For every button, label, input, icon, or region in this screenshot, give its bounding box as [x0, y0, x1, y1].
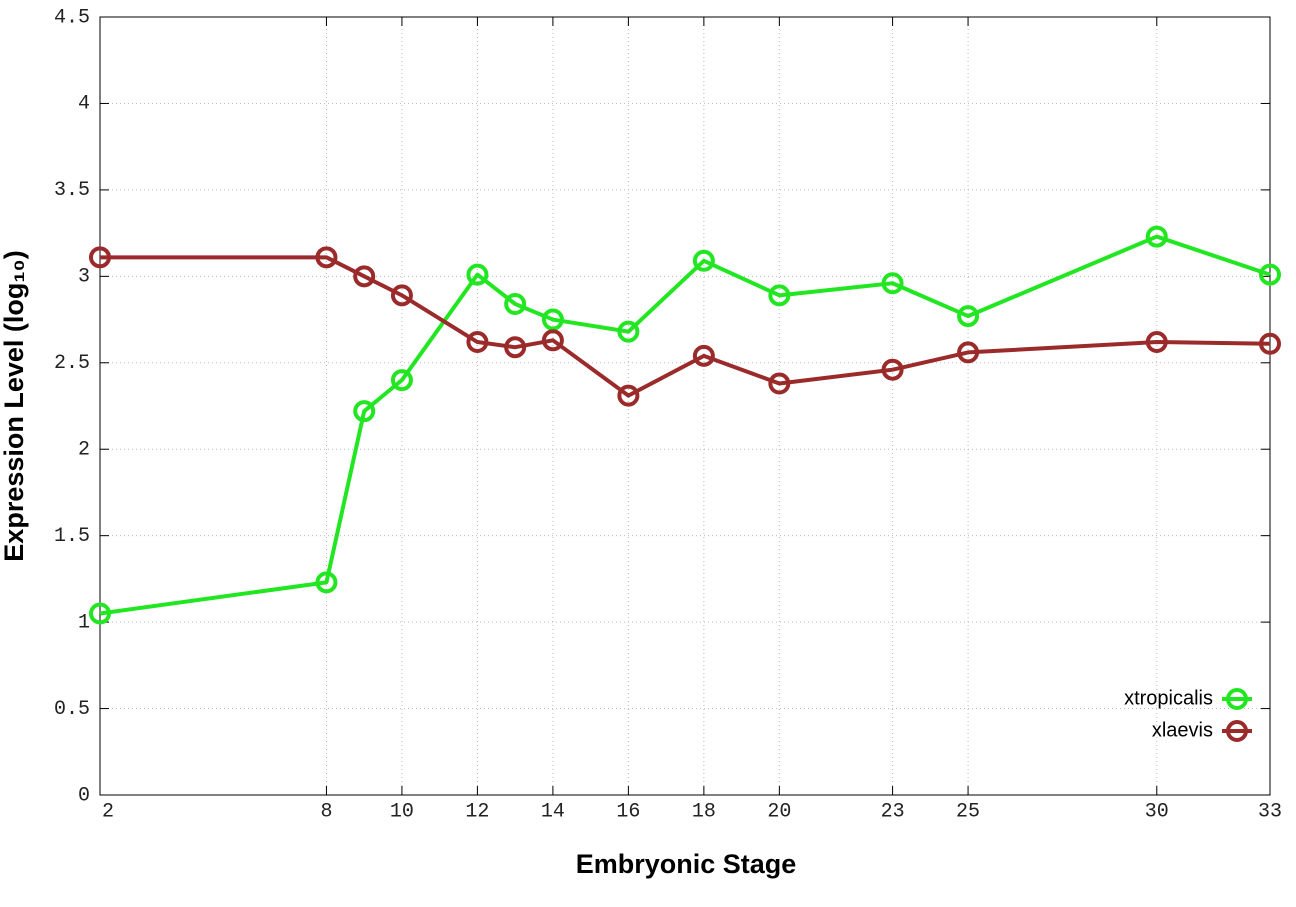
data-point — [1259, 263, 1281, 286]
data-point — [617, 384, 640, 407]
x-tick-label: 12 — [465, 800, 489, 823]
data-point — [315, 571, 338, 594]
x-tick-label: 16 — [616, 800, 640, 823]
data-point — [466, 263, 489, 286]
y-tick-label: 4 — [78, 93, 90, 116]
data-point — [881, 272, 904, 295]
data-point — [315, 246, 338, 269]
y-tick-label: 1 — [78, 611, 90, 634]
legend-marker — [1226, 688, 1248, 710]
x-tick-label: 33 — [1258, 800, 1282, 823]
legend-label: xlaevis — [1152, 719, 1213, 741]
legend-label: xtropicalis — [1124, 687, 1213, 709]
x-tick-label: 20 — [767, 800, 791, 823]
data-point — [504, 336, 527, 359]
y-tick-label: 0.5 — [54, 698, 90, 721]
x-axis-label: Embryonic Stage — [576, 849, 797, 879]
data-point — [957, 305, 980, 328]
data-point — [390, 284, 413, 307]
data-point — [768, 372, 791, 395]
y-tick-label: 4.5 — [54, 6, 90, 29]
y-axis-label: Expression Level (log₁₀) — [0, 250, 29, 561]
data-point — [390, 369, 413, 392]
data-point — [768, 284, 791, 307]
data-point — [353, 400, 376, 423]
legend-marker — [1226, 720, 1248, 742]
data-point — [692, 249, 715, 272]
y-tick-label: 2 — [78, 439, 90, 462]
data-point — [1259, 332, 1281, 355]
series-line — [99, 234, 1271, 616]
data-point — [504, 292, 527, 315]
y-tick-label: 0 — [78, 784, 90, 807]
data-point — [466, 331, 489, 354]
data-point — [89, 246, 111, 269]
data-point — [692, 344, 715, 367]
y-tick-label: 1.5 — [54, 525, 90, 548]
x-tick-label: 2 — [102, 800, 114, 823]
x-tick-label: 10 — [390, 800, 414, 823]
data-point — [89, 602, 111, 625]
x-tick-label: 23 — [881, 800, 905, 823]
plot-border — [99, 16, 1271, 796]
data-point — [1145, 225, 1168, 248]
x-tick-label: 25 — [956, 800, 980, 823]
y-tick-label: 3 — [78, 266, 90, 289]
data-point — [541, 308, 564, 331]
x-tick-label: 14 — [541, 800, 565, 823]
data-point — [617, 320, 640, 343]
data-point — [541, 329, 564, 352]
x-tick-label: 30 — [1145, 800, 1169, 823]
x-tick-label: 8 — [320, 800, 332, 823]
y-tick-label: 2.5 — [54, 352, 90, 375]
data-point — [353, 265, 376, 288]
data-point — [881, 358, 904, 381]
data-point — [1145, 331, 1168, 354]
data-point — [957, 341, 980, 364]
x-tick-label: 18 — [692, 800, 716, 823]
y-tick-label: 3.5 — [54, 179, 90, 202]
